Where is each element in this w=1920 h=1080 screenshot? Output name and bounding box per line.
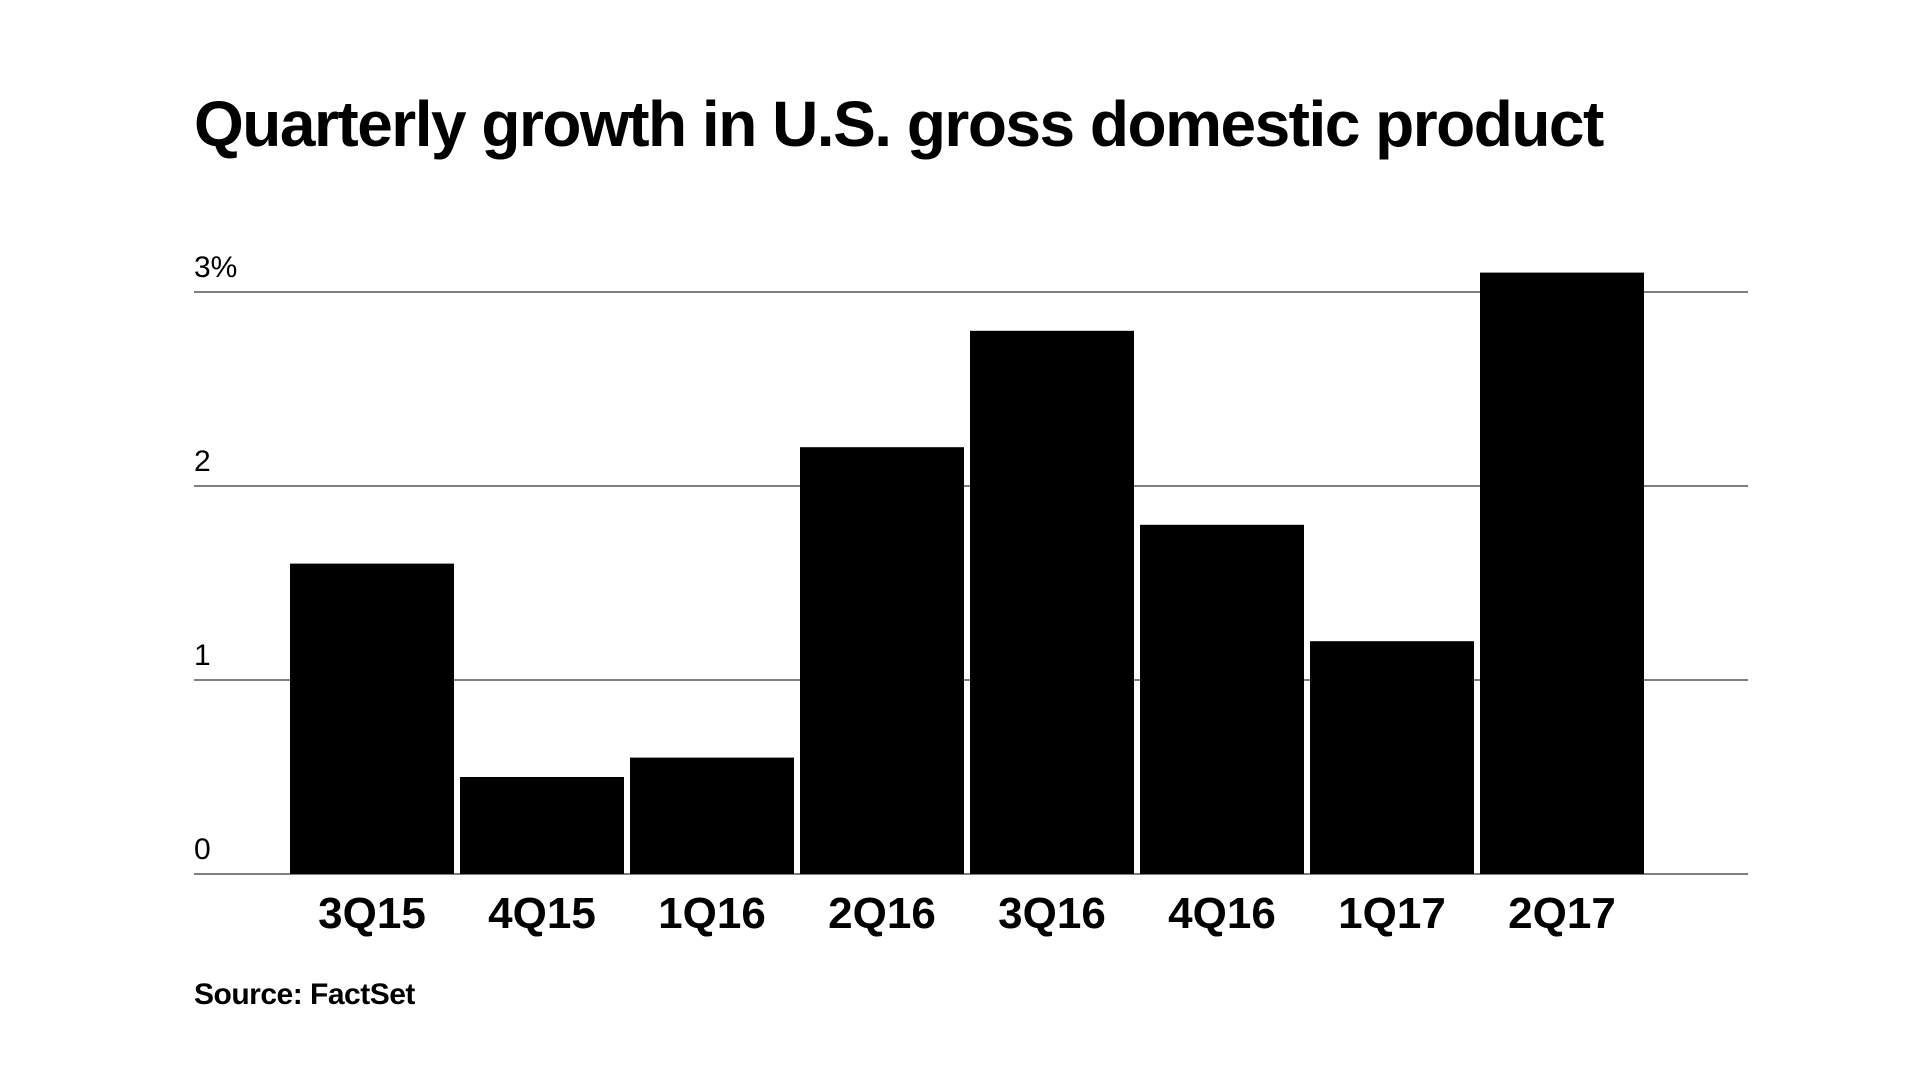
bar-3Q16 — [970, 330, 1134, 874]
bar-1Q17 — [1310, 641, 1474, 874]
y-tick-label: 2 — [194, 445, 211, 478]
x-category-label: 3Q15 — [318, 889, 426, 938]
x-category-label: 2Q16 — [828, 889, 936, 938]
y-tick-label: 1 — [194, 639, 211, 672]
bar-4Q15 — [460, 777, 624, 874]
x-category-label: 4Q16 — [1168, 889, 1276, 938]
x-category-label: 1Q16 — [658, 889, 766, 938]
y-tick-label: 0 — [194, 833, 211, 866]
bar-3Q15 — [290, 563, 454, 874]
bars — [290, 272, 1644, 875]
source-note: Source: FactSet — [194, 978, 415, 1011]
bar-1Q16 — [630, 757, 794, 874]
bar-2Q16 — [800, 447, 964, 874]
x-axis-category-labels: 3Q15 4Q15 1Q16 2Q16 3Q16 4Q16 1Q17 2Q17 — [318, 889, 1616, 938]
bar-2Q17 — [1480, 272, 1644, 875]
bar-4Q16 — [1140, 524, 1304, 874]
x-category-label: 1Q17 — [1338, 889, 1446, 938]
x-category-label: 4Q15 — [488, 889, 596, 938]
y-axis-tick-labels: 0 1 2 3% — [194, 251, 237, 866]
chart-title: Quarterly growth in U.S. gross domestic … — [194, 88, 1604, 160]
x-category-label: 2Q17 — [1508, 889, 1616, 938]
x-category-label: 3Q16 — [998, 889, 1106, 938]
y-tick-label: 3% — [194, 251, 237, 284]
